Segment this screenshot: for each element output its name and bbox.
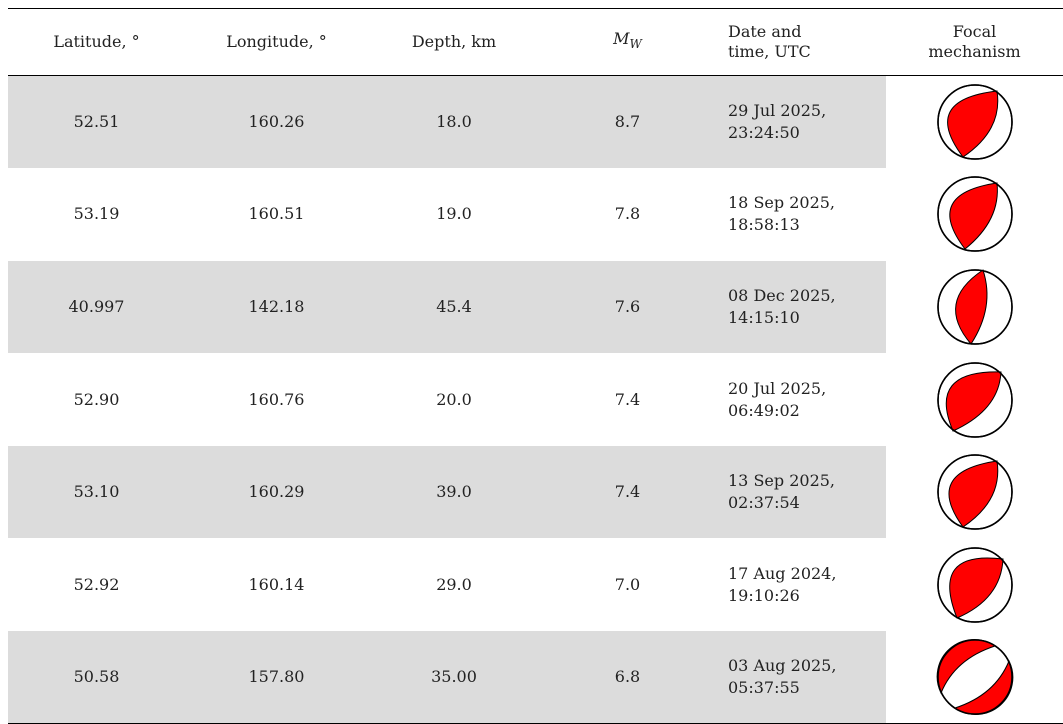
table-cell: 8.7: [540, 76, 715, 169]
magnitude-symbol: MW: [613, 29, 642, 48]
table-cell: 17 Aug 2024, 19:10:26: [715, 538, 886, 631]
table-cell: 18.0: [368, 76, 540, 169]
table-cell: 40.997: [8, 261, 185, 354]
header-row: Latitude, ° Longitude, ° Depth, km MW Da…: [8, 9, 1063, 76]
beachball: [935, 637, 1015, 717]
table-cell: 160.26: [185, 76, 368, 169]
date-time: 17 Aug 2024, 19:10:26: [728, 563, 863, 607]
focal-cell: [886, 76, 1063, 169]
table-cell: 7.8: [540, 168, 715, 261]
beachball: [935, 267, 1015, 347]
beachball: [935, 82, 1015, 162]
header-cell: Focal mechanism: [886, 9, 1063, 76]
table-cell: 52.92: [8, 538, 185, 631]
table-cell: 7.0: [540, 538, 715, 631]
header-cell: Longitude, °: [185, 9, 368, 76]
page: Latitude, ° Longitude, ° Depth, km MW Da…: [0, 0, 1063, 722]
subscript: W: [630, 38, 642, 52]
focal-cell: [886, 538, 1063, 631]
focal-cell: [886, 353, 1063, 446]
table-cell: 160.76: [185, 353, 368, 446]
focal-cell: [886, 446, 1063, 539]
beachball: [935, 174, 1015, 254]
table-cell: 142.18: [185, 261, 368, 354]
table-cell: 50.58: [8, 631, 185, 724]
table-cell: 45.4: [368, 261, 540, 354]
table-cell: 160.29: [185, 446, 368, 539]
table-cell: 7.4: [540, 353, 715, 446]
table-cell: 160.51: [185, 168, 368, 261]
table-cell: 53.10: [8, 446, 185, 539]
date-time: 13 Sep 2025, 02:37:54: [728, 470, 863, 514]
focal-cell: [886, 261, 1063, 354]
table-cell: 03 Aug 2025, 05:37:55: [715, 631, 886, 724]
table-cell: 52.51: [8, 76, 185, 169]
date-time: 18 Sep 2025, 18:58:13: [728, 192, 863, 236]
table-cell: 7.4: [540, 446, 715, 539]
date-time: 29 Jul 2025, 23:24:50: [728, 100, 863, 144]
table-cell: 35.00: [368, 631, 540, 724]
focal-cell: [886, 168, 1063, 261]
symbol: M: [613, 29, 629, 48]
table-cell: 52.90: [8, 353, 185, 446]
focal-cell: [886, 631, 1063, 724]
table-cell: 08 Dec 2025, 14:15:10: [715, 261, 886, 354]
table-cell: 18 Sep 2025, 18:58:13: [715, 168, 886, 261]
table-cell: 29.0: [368, 538, 540, 631]
table-cell: 53.19: [8, 168, 185, 261]
header-text: Focal mechanism: [920, 22, 1030, 62]
table-cell: 157.80: [185, 631, 368, 724]
table-cell: 20.0: [368, 353, 540, 446]
header-text: Date and time, UTC: [728, 22, 838, 62]
table-cell: 7.6: [540, 261, 715, 354]
beachball: [935, 545, 1015, 625]
header-cell: Depth, km: [368, 9, 540, 76]
table-header: Latitude, ° Longitude, ° Depth, km MW Da…: [8, 9, 1063, 76]
table-cell: 39.0: [368, 446, 540, 539]
beachball: [935, 360, 1015, 440]
header-cell: Latitude, °: [8, 9, 185, 76]
date-time: 08 Dec 2025, 14:15:10: [728, 285, 863, 329]
table-cell: 20 Jul 2025, 06:49:02: [715, 353, 886, 446]
header-cell: Date and time, UTC: [715, 9, 886, 76]
beachball: [935, 452, 1015, 532]
table-cell: 13 Sep 2025, 02:37:54: [715, 446, 886, 539]
table-cell: 6.8: [540, 631, 715, 724]
header-cell: MW: [540, 9, 715, 76]
table-cell: 29 Jul 2025, 23:24:50: [715, 76, 886, 169]
date-time: 20 Jul 2025, 06:49:02: [728, 378, 863, 422]
date-time: 03 Aug 2025, 05:37:55: [728, 655, 863, 699]
table-cell: 19.0: [368, 168, 540, 261]
earthquake-table: Latitude, ° Longitude, ° Depth, km MW Da…: [8, 8, 1063, 724]
table-cell: 160.14: [185, 538, 368, 631]
